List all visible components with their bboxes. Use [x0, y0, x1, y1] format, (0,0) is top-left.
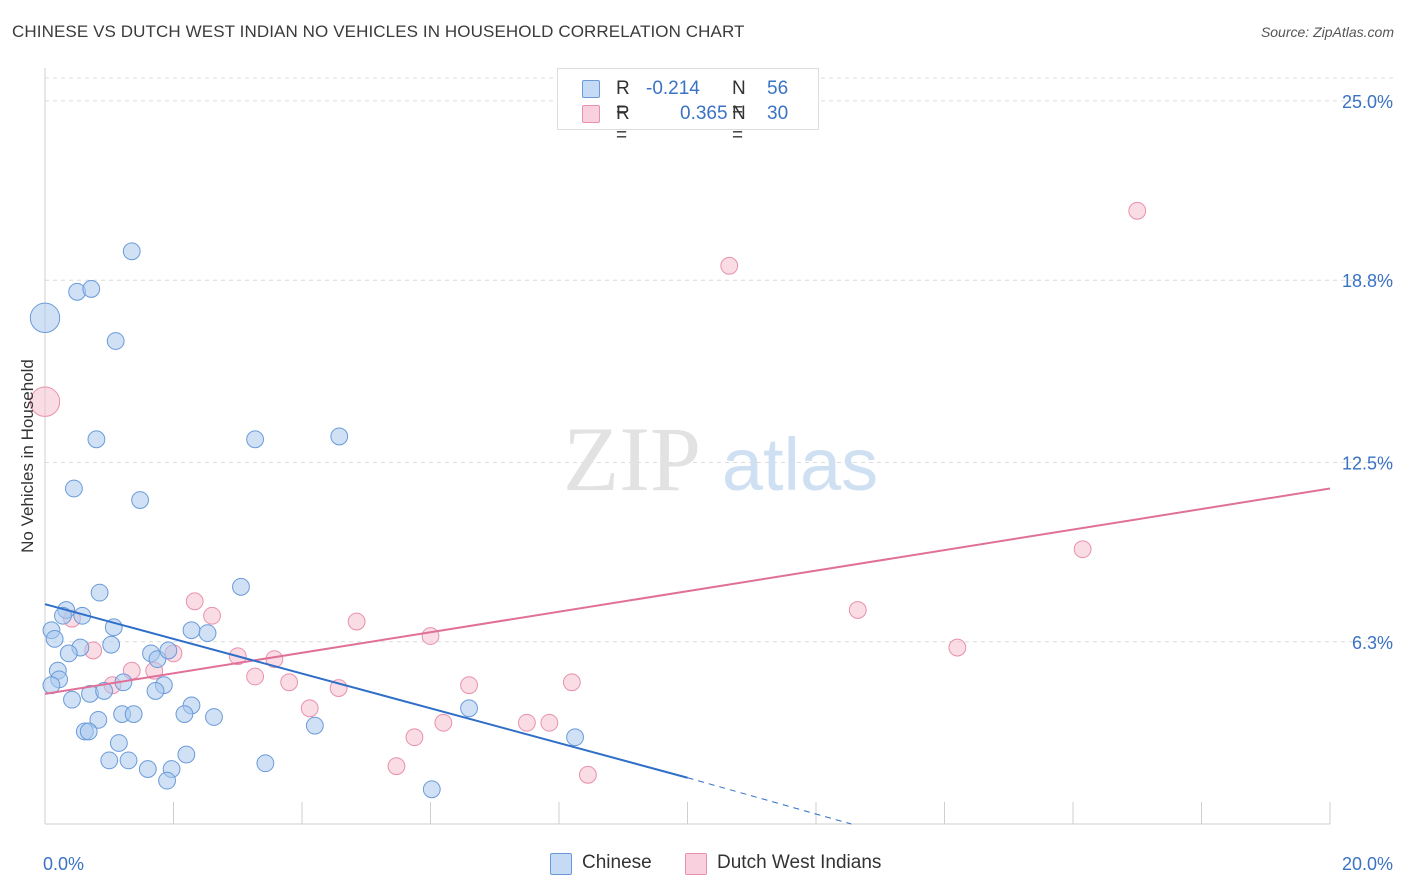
chinese-point — [159, 641, 178, 660]
chinese-point — [90, 583, 109, 602]
legend-swatch-dutch — [582, 105, 600, 123]
y-tick-label: 12.5% — [1342, 453, 1393, 473]
chinese-point — [460, 699, 478, 718]
chinese-point — [182, 621, 201, 640]
dutch-point — [421, 627, 440, 645]
tick-labels: 6.3% 12.5% 18.8% 25.0% 0.0% 20.0% — [43, 92, 1393, 874]
x-tick-label: 0.0% — [43, 854, 84, 874]
chinese-point — [109, 734, 128, 752]
chinese-point — [305, 716, 324, 735]
dutch-point — [1128, 201, 1147, 220]
chinese-point — [124, 705, 143, 723]
chinese-point — [175, 705, 194, 723]
legend-r-label: R = — [616, 103, 630, 146]
chinese-point — [205, 708, 223, 726]
chinese-point — [256, 754, 275, 773]
chinese-point — [87, 430, 106, 449]
dutch-point — [562, 673, 581, 692]
trend-lines — [44, 487, 1331, 825]
bottom-legend-swatch-chinese — [550, 853, 572, 875]
legend-r-value: 0.365 — [680, 103, 728, 124]
chinese-point — [79, 722, 98, 741]
legend-r-value: -0.214 — [646, 78, 700, 99]
gridlines — [45, 77, 1395, 643]
bottom-legend-label-chinese: Chinese — [582, 852, 652, 873]
chinese-point — [177, 745, 196, 764]
dutch-point — [948, 638, 967, 657]
watermark-zip: ZIP — [563, 408, 701, 510]
dutch-point — [405, 728, 424, 747]
chinese-point — [422, 780, 441, 799]
legend-n-value: 56 — [767, 78, 789, 99]
dutch-point — [246, 667, 264, 686]
dutch-point — [540, 713, 559, 732]
dutch-point — [300, 699, 319, 718]
dutch-trend-line — [44, 487, 1331, 695]
chinese-point — [232, 577, 250, 596]
axes — [44, 68, 1331, 825]
dutch-point — [29, 386, 61, 417]
legend-r-label: R = — [616, 78, 630, 121]
chinese-point — [45, 629, 64, 648]
chinese-point — [82, 280, 101, 298]
y-tick-label: 6.3% — [1352, 633, 1393, 653]
watermark-atlas: atlas — [722, 423, 878, 506]
x-tick-label: 20.0% — [1342, 854, 1393, 874]
bottom-legend-swatch-dutch — [685, 853, 707, 875]
bottom-legend-label-dutch: Dutch West Indians — [717, 852, 882, 873]
chinese-point — [63, 690, 81, 709]
y-tick-label: 18.8% — [1342, 271, 1393, 291]
chinese-point — [122, 242, 141, 261]
chinese-point — [65, 479, 83, 498]
dutch-point — [848, 601, 867, 619]
chinese-point — [566, 728, 584, 747]
dutch-point — [185, 592, 204, 611]
legend-n-value: 30 — [767, 103, 789, 124]
chinese-point — [100, 751, 119, 770]
chart-title: CHINESE VS DUTCH WEST INDIAN NO VEHICLES… — [12, 22, 745, 41]
chinese-point — [158, 771, 176, 790]
chinese-point — [106, 332, 125, 350]
chinese-point — [29, 302, 61, 334]
chinese-point — [198, 624, 217, 643]
chinese-points — [29, 242, 584, 799]
legend-n-label: N = — [732, 78, 746, 121]
y-axis-label: No Vehicles in Household — [18, 359, 37, 553]
dutch-point — [579, 765, 597, 784]
dutch-point — [434, 713, 453, 732]
dutch-point — [1073, 540, 1092, 559]
chinese-point — [59, 644, 78, 663]
dutch-point — [203, 606, 221, 625]
dutch-point — [347, 612, 366, 631]
chinese-point — [138, 760, 157, 778]
dutch-point — [460, 676, 478, 695]
chinese-point — [54, 606, 72, 625]
chinese-point — [95, 682, 114, 700]
source-credit: Source: ZipAtlas.com — [1260, 24, 1394, 40]
chinese-trend-line — [44, 603, 688, 779]
stats-legend: R = -0.214 N = 56 R = 0.365 N = 30 — [557, 68, 819, 146]
chinese-point — [89, 710, 108, 729]
dutch-point — [720, 256, 739, 275]
chinese-point — [246, 430, 264, 449]
dutch-point — [280, 673, 299, 692]
legend-n-label: N = — [732, 103, 746, 146]
chinese-trend-extension — [687, 777, 852, 825]
legend-swatch-chinese — [582, 80, 600, 98]
chinese-point — [102, 635, 121, 654]
dutch-point — [517, 713, 536, 732]
chinese-point — [146, 682, 165, 700]
dutch-point — [387, 757, 406, 776]
chinese-point — [131, 491, 149, 509]
chinese-point — [119, 751, 138, 770]
chinese-point — [330, 427, 349, 446]
y-tick-label: 25.0% — [1342, 92, 1393, 112]
